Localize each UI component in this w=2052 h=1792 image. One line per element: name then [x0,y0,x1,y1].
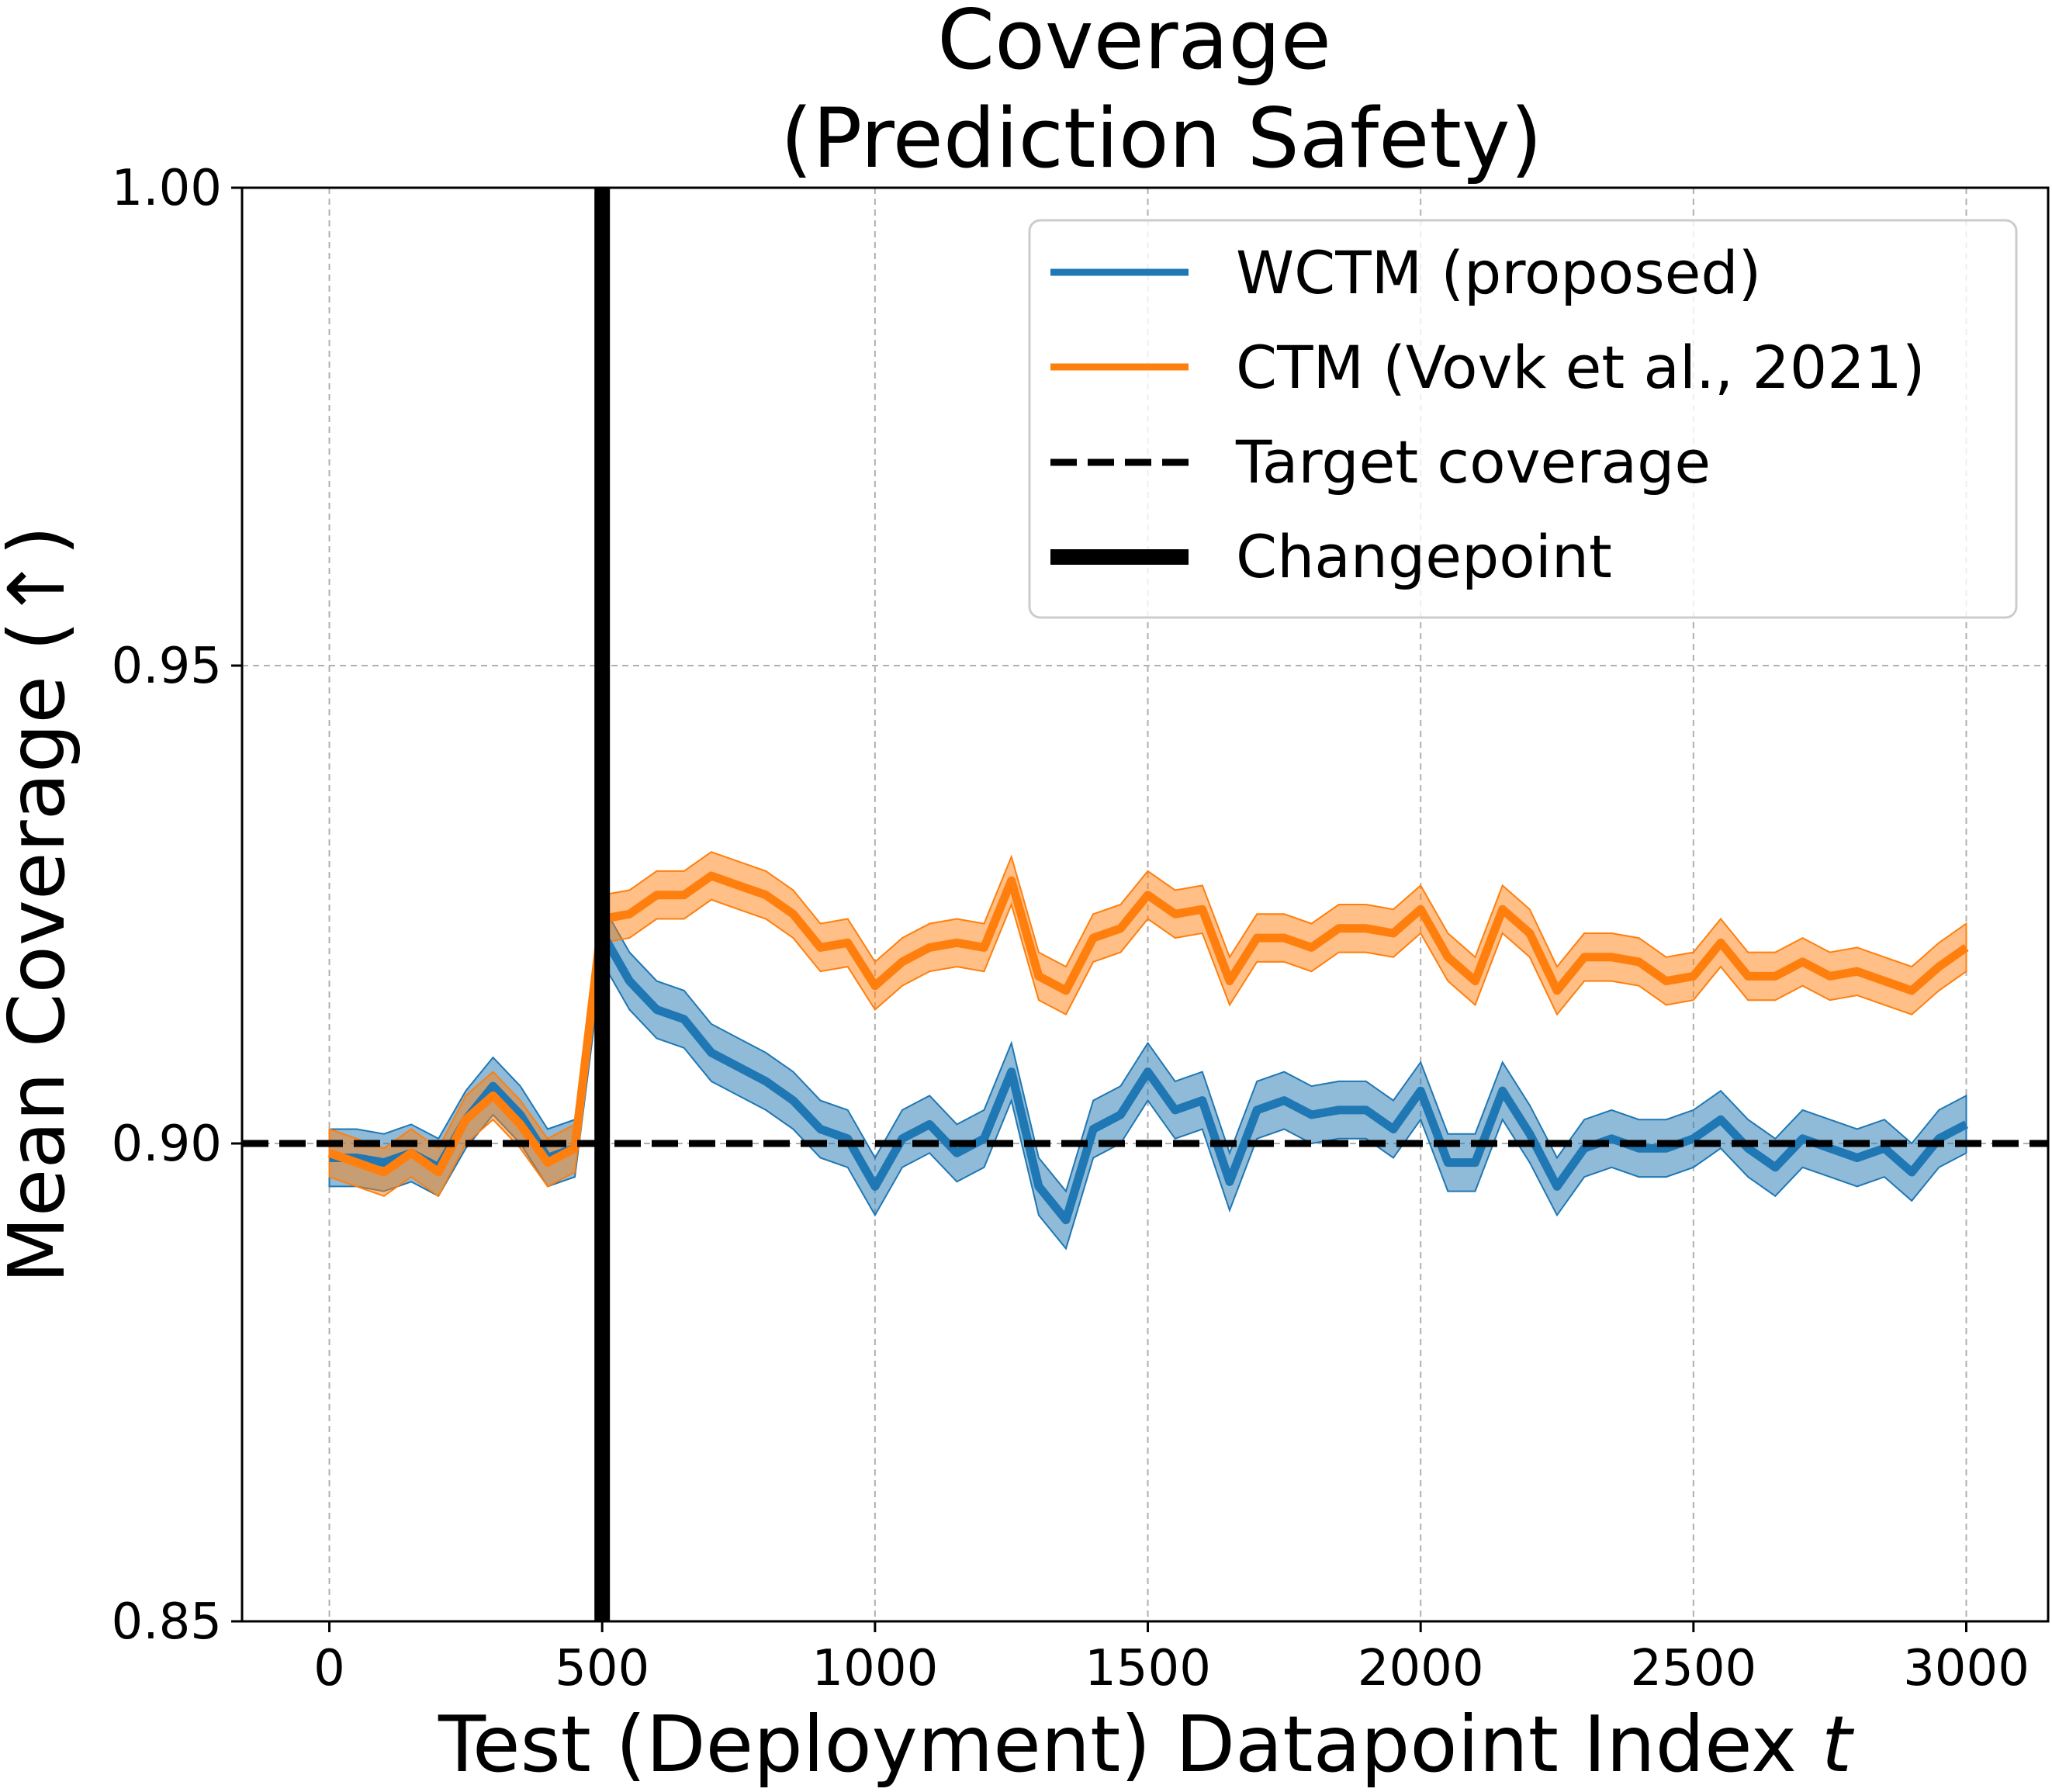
y-axis-ticks: 0.85 0.90 0.95 1.00 [112,160,242,1651]
x-axis-label-variable: t [1822,1699,1855,1790]
x-axis-label-text: Test (Deployment) Datapoint Index [438,1699,1822,1790]
legend-label-wctm: WCTM (proposed) [1236,238,1761,307]
x-axis-ticks: 0 500 1000 1500 2000 2500 3000 [313,1621,2030,1697]
x-tick-label-5: 2500 [1630,1640,1756,1697]
x-tick-label-6: 3000 [1903,1640,2030,1697]
y-tick-label-1: 0.90 [112,1116,223,1173]
legend-label-target: Target coverage [1235,427,1711,496]
chart-title-line-1: Coverage [937,0,1331,88]
x-tick-label-1: 500 [555,1640,649,1697]
y-tick-label-2: 0.95 [112,638,223,695]
y-tick-label-3: 1.00 [112,160,223,217]
legend: WCTM (proposed) CTM (Vovk et al., 2021) … [1028,219,2018,619]
legend-label-ctm: CTM (Vovk et al., 2021) [1236,333,1926,402]
legend-box [1028,219,2018,619]
x-tick-label-4: 2000 [1358,1640,1484,1697]
chart-title-line-2: (Prediction Safety) [780,91,1542,186]
series-band-1 [328,851,1967,1198]
reference-lines [242,188,2048,1621]
y-tick-label-0: 0.85 [112,1593,223,1651]
chart-title: Coverage (Prediction Safety) [780,0,1542,186]
x-tick-label-0: 0 [313,1640,345,1697]
x-tick-label-3: 1500 [1085,1640,1211,1697]
plot-frame [240,186,2050,1623]
legend-label-changepoint: Changepoint [1236,522,1612,591]
x-axis-label: Test (Deployment) Datapoint Index t [438,1699,1855,1790]
y-axis-label: Mean Coverage (↑) [0,526,82,1284]
x-tick-label-2: 1000 [811,1640,938,1697]
